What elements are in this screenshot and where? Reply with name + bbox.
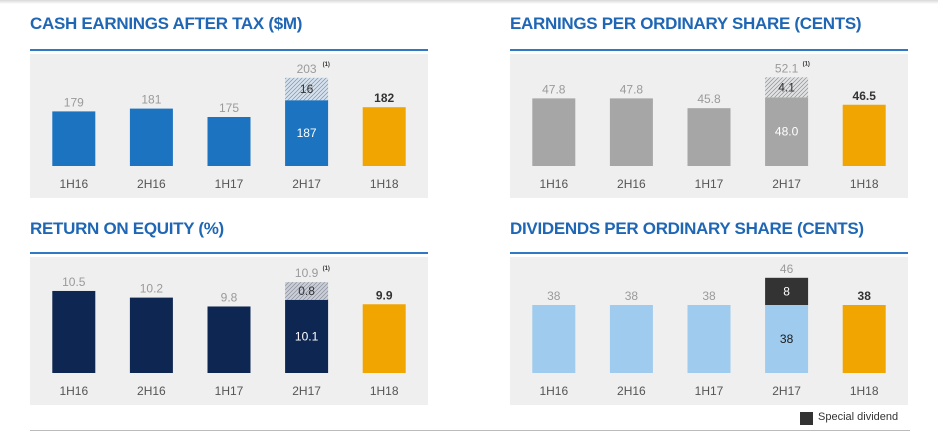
segment-label-2h17: 16 bbox=[300, 82, 314, 96]
legend-label: Special dividend bbox=[818, 411, 899, 423]
tick-label-1h17: 1H17 bbox=[215, 384, 244, 398]
title-rule bbox=[510, 49, 908, 51]
bar-segment-2h17-addition bbox=[765, 77, 809, 98]
tick-label-1h16: 1H16 bbox=[539, 177, 568, 191]
tick-label-1h18: 1H18 bbox=[370, 177, 399, 191]
tick-label-2h16: 2H16 bbox=[617, 177, 646, 191]
tick-label-1h17: 1H17 bbox=[695, 384, 724, 398]
bottom-divider bbox=[30, 430, 910, 431]
tick-label-2h17: 2H17 bbox=[292, 384, 321, 398]
bar-2h16 bbox=[129, 297, 173, 373]
tick-label-1h16: 1H16 bbox=[539, 384, 568, 398]
panel-title: EARNINGS PER ORDINARY SHARE (CENTS) bbox=[510, 14, 862, 33]
value-label-2h16: 10.2 bbox=[140, 282, 164, 296]
total-label-2h17: 52.1 bbox=[775, 61, 799, 75]
bar-segment-2h17-addition bbox=[765, 277, 809, 305]
value-label-1h18: 9.9 bbox=[376, 288, 393, 302]
value-label-2h17: 187 bbox=[297, 126, 317, 140]
tick-label-1h18: 1H18 bbox=[370, 384, 399, 398]
value-label-1h18: 38 bbox=[858, 289, 872, 303]
value-label-2h17: 10.1 bbox=[295, 329, 319, 343]
panel-title: DIVIDENDS PER ORDINARY SHARE (CENTS) bbox=[510, 219, 864, 238]
panel-cash-earnings: CASH EARNINGS AFTER TAX ($M) 1H16 179 2H16… bbox=[30, 14, 428, 198]
bar-1h18 bbox=[362, 304, 406, 373]
bar-1h16 bbox=[52, 290, 96, 373]
chart-area: 1H16 38 2H16 38 1H17 38 2H17 8 38 46 1H18 38 bbox=[510, 257, 908, 405]
tick-label-1h17: 1H17 bbox=[215, 177, 244, 191]
bar-2h17 bbox=[765, 305, 809, 373]
legend-swatch-special-dividend bbox=[800, 412, 813, 425]
top-shadow-line bbox=[0, 0, 938, 4]
cash-earnings-chart: 1H16 179 2H16 181 1H17 175 2H17 16 187 203 (1) 1H18… bbox=[52, 62, 406, 191]
tick-label-1h17: 1H17 bbox=[695, 177, 724, 191]
title-rule bbox=[30, 49, 428, 51]
bar-segment-2h17-addition bbox=[285, 282, 329, 300]
segment-label-2h17: 8 bbox=[783, 284, 790, 298]
total-label-2h17: 203 bbox=[297, 62, 317, 76]
tick-label-2h17: 2H17 bbox=[772, 384, 801, 398]
segment-label-2h17: 4.1 bbox=[778, 80, 795, 94]
panel-roe: RETURN ON EQUITY (%) 1H16 10.5 2H16 10.2 1H1… bbox=[30, 219, 428, 405]
total-label-2h17: 10.9 bbox=[295, 266, 319, 280]
bar-2h17 bbox=[285, 299, 329, 373]
title-rule bbox=[510, 252, 908, 254]
segment-label-2h17: 0.8 bbox=[298, 284, 315, 298]
tick-label-1h16: 1H16 bbox=[59, 384, 88, 398]
chart-area: 1H16 47.8 2H16 47.8 1H17 45.8 2H17 4.1 48.0 52.1 (… bbox=[510, 54, 908, 198]
bar-2h16 bbox=[129, 108, 173, 166]
panel-title: CASH EARNINGS AFTER TAX ($M) bbox=[30, 14, 303, 33]
bar-2h16 bbox=[609, 98, 653, 166]
bar-1h18 bbox=[842, 104, 886, 166]
tick-label-2h17: 2H17 bbox=[772, 177, 801, 191]
value-label-2h17: 38 bbox=[780, 332, 794, 346]
bar-1h16 bbox=[532, 98, 576, 166]
chart-area: 1H16 179 2H16 181 1H17 175 2H17 16 187 203 (1) 1H18… bbox=[30, 54, 428, 198]
bar-2h17 bbox=[285, 100, 329, 166]
panel-dps: DIVIDENDS PER ORDINARY SHARE (CENTS) 1H1… bbox=[510, 219, 908, 405]
title-rule bbox=[30, 252, 428, 254]
bar-1h17 bbox=[687, 305, 731, 373]
bar-1h18 bbox=[362, 107, 406, 166]
value-label-1h18: 46.5 bbox=[853, 89, 877, 103]
roe-chart: 1H16 10.5 2H16 10.2 1H17 9.8 2H17 0.8 10.1 10.9 (1… bbox=[52, 266, 406, 398]
bar-1h18 bbox=[842, 305, 886, 373]
tick-label-2h17: 2H17 bbox=[292, 177, 321, 191]
value-label-2h16: 47.8 bbox=[620, 82, 644, 96]
value-label-1h16: 179 bbox=[64, 95, 84, 109]
footnote-marker: (1) bbox=[803, 61, 810, 67]
bar-1h17 bbox=[687, 108, 731, 166]
tick-label-2h16: 2H16 bbox=[617, 384, 646, 398]
panel-eps: EARNINGS PER ORDINARY SHARE (CENTS) 1H16… bbox=[510, 14, 908, 198]
value-label-1h18: 182 bbox=[374, 91, 394, 105]
value-label-2h16: 181 bbox=[141, 93, 161, 107]
footnote-marker: (1) bbox=[323, 62, 330, 68]
panel-title: RETURN ON EQUITY (%) bbox=[30, 219, 224, 238]
total-label-2h17: 46 bbox=[780, 262, 794, 276]
tick-label-1h18: 1H18 bbox=[850, 384, 879, 398]
tick-label-1h18: 1H18 bbox=[850, 177, 879, 191]
eps-chart: 1H16 47.8 2H16 47.8 1H17 45.8 2H17 4.1 48.0 52.1 (… bbox=[532, 61, 886, 191]
value-label-2h16: 38 bbox=[625, 289, 639, 303]
value-label-2h17: 48.0 bbox=[775, 125, 799, 139]
bar-1h17 bbox=[207, 306, 251, 373]
bar-1h16 bbox=[52, 111, 96, 166]
bar-1h16 bbox=[532, 305, 576, 373]
value-label-1h17: 9.8 bbox=[221, 290, 238, 304]
chart-area: 1H16 10.5 2H16 10.2 1H17 9.8 2H17 0.8 10.1 10.9 (1… bbox=[30, 257, 428, 405]
bar-2h16 bbox=[609, 305, 653, 373]
dps-chart: 1H16 38 2H16 38 1H17 38 2H17 8 38 46 1H18 38 bbox=[532, 262, 886, 398]
footnote-marker: (1) bbox=[323, 266, 330, 272]
bar-1h17 bbox=[207, 117, 251, 166]
tick-label-1h16: 1H16 bbox=[59, 177, 88, 191]
value-label-1h17: 38 bbox=[702, 289, 716, 303]
value-label-1h16: 47.8 bbox=[542, 82, 566, 96]
bar-2h17 bbox=[765, 97, 809, 166]
value-label-1h17: 175 bbox=[219, 101, 239, 115]
value-label-1h16: 10.5 bbox=[62, 275, 86, 289]
value-label-1h16: 38 bbox=[547, 289, 561, 303]
tick-label-2h16: 2H16 bbox=[137, 384, 166, 398]
value-label-1h17: 45.8 bbox=[697, 92, 721, 106]
bar-segment-2h17-addition bbox=[285, 77, 329, 101]
tick-label-2h16: 2H16 bbox=[137, 177, 166, 191]
